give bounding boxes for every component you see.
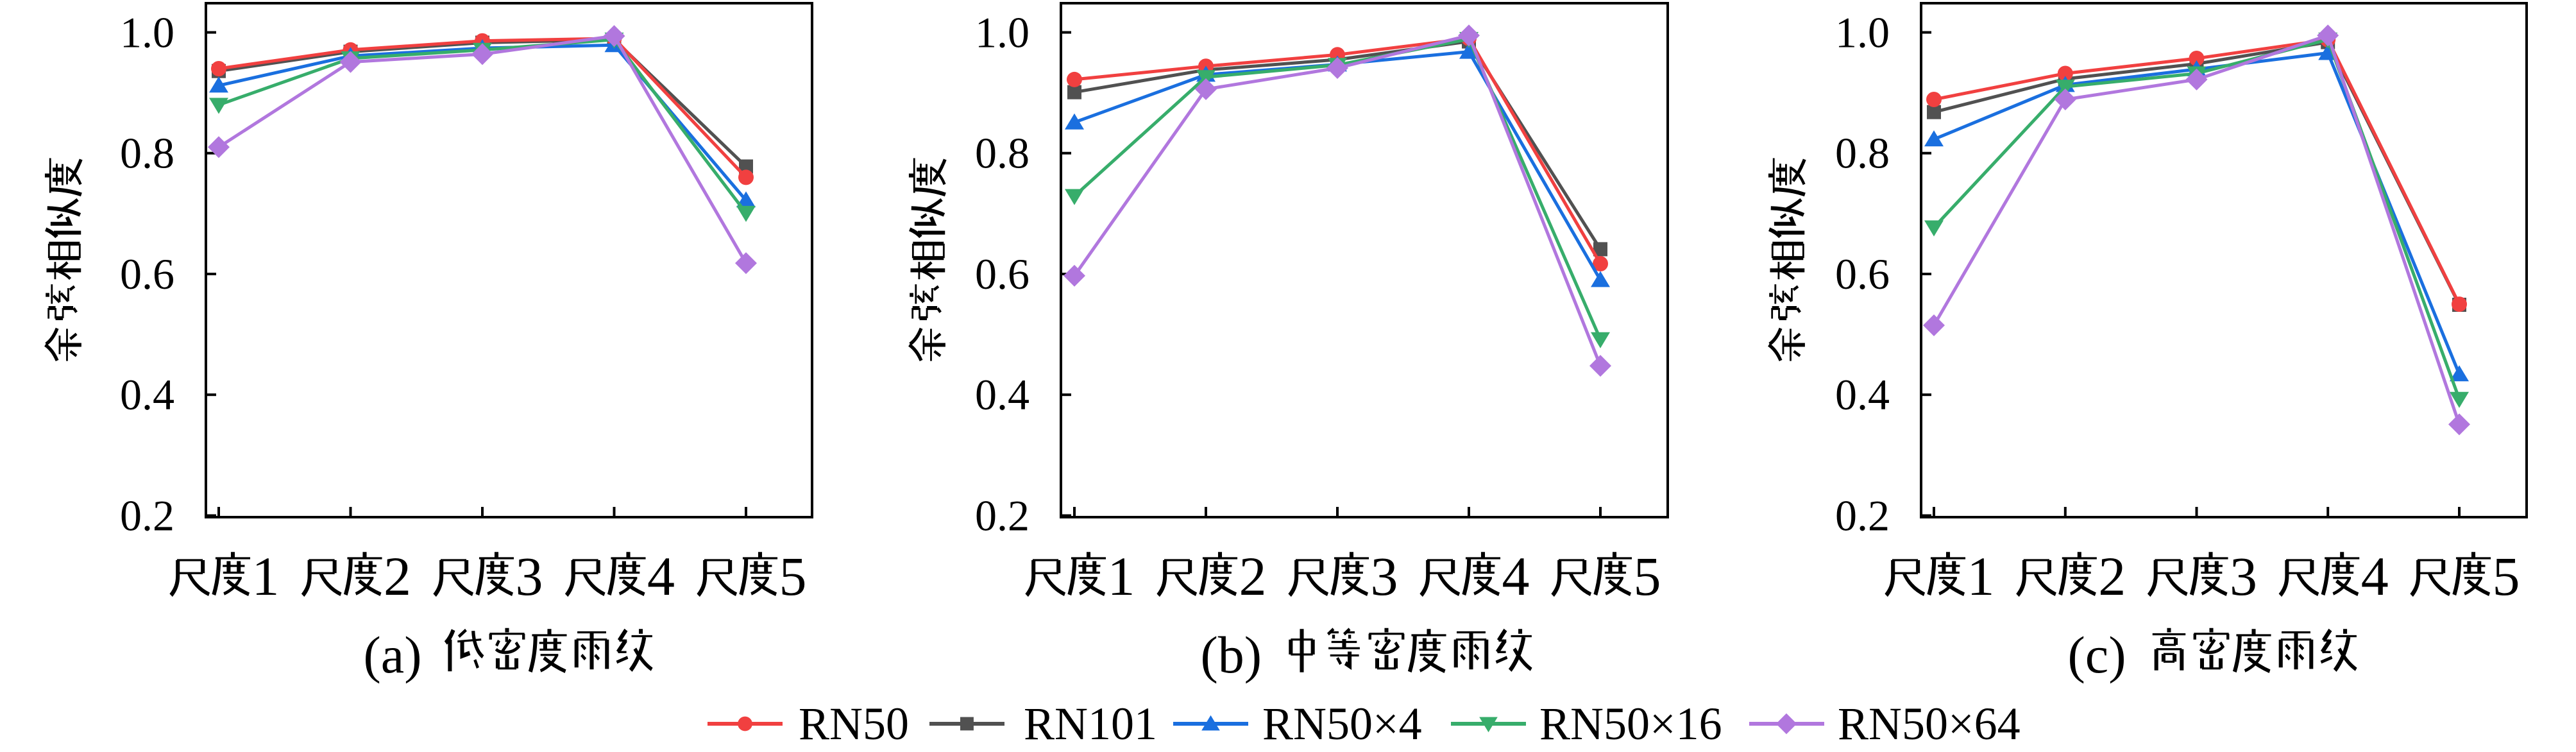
svg-text:0.8: 0.8: [1835, 129, 1890, 178]
svg-text:RN50×4: RN50×4: [1262, 698, 1422, 749]
svg-text:2: 2: [384, 545, 411, 607]
svg-text:1: 1: [1967, 545, 1995, 607]
svg-text:4: 4: [2361, 545, 2389, 607]
svg-text:0.6: 0.6: [975, 250, 1030, 298]
svg-text:3: 3: [2230, 545, 2257, 607]
svg-text:0.6: 0.6: [120, 250, 174, 298]
svg-text:1.0: 1.0: [1835, 8, 1890, 57]
svg-text:0.8: 0.8: [975, 129, 1030, 178]
svg-text:2: 2: [1239, 545, 1267, 607]
svg-text:0.4: 0.4: [120, 370, 174, 419]
svg-text:1: 1: [1108, 545, 1135, 607]
svg-text:(c): (c): [2068, 626, 2126, 684]
svg-text:0.2: 0.2: [975, 491, 1030, 540]
svg-text:(b): (b): [1201, 626, 1262, 684]
svg-text:RN101: RN101: [1024, 698, 1157, 749]
svg-text:2: 2: [2098, 545, 2126, 607]
svg-text:RN50: RN50: [799, 698, 909, 749]
svg-text:4: 4: [647, 545, 675, 607]
svg-text:5: 5: [2493, 545, 2520, 607]
svg-text:1: 1: [252, 545, 280, 607]
svg-text:1.0: 1.0: [120, 8, 174, 57]
svg-text:(a): (a): [364, 626, 422, 684]
svg-text:0.2: 0.2: [1835, 491, 1890, 540]
svg-text:RN50×16: RN50×16: [1539, 698, 1722, 749]
svg-text:0.6: 0.6: [1835, 250, 1890, 298]
svg-text:4: 4: [1502, 545, 1530, 607]
svg-text:0.8: 0.8: [120, 129, 174, 178]
svg-text:3: 3: [1371, 545, 1398, 607]
svg-text:5: 5: [779, 545, 807, 607]
svg-text:3: 3: [516, 545, 543, 607]
svg-text:0.2: 0.2: [120, 491, 174, 540]
svg-text:1.0: 1.0: [975, 8, 1030, 57]
svg-text:5: 5: [1634, 545, 1661, 607]
svg-text:RN50×64: RN50×64: [1838, 698, 2021, 749]
svg-text:0.4: 0.4: [975, 370, 1030, 419]
svg-text:0.4: 0.4: [1835, 370, 1890, 419]
